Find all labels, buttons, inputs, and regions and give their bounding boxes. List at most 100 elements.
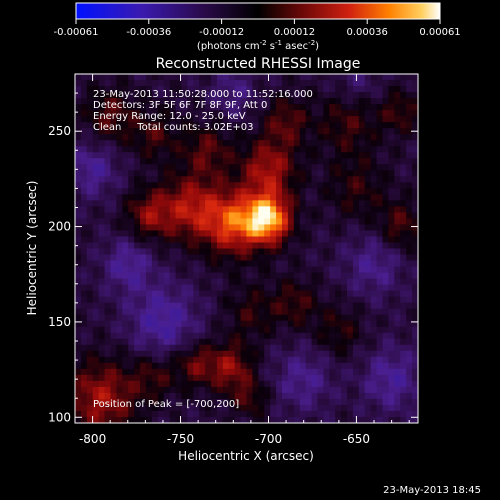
heatmap-cell bbox=[329, 164, 336, 171]
heatmap-cell bbox=[205, 218, 212, 225]
heatmap-cell bbox=[406, 368, 413, 376]
heatmap-cell bbox=[376, 140, 383, 147]
colorbar-ticks: -0.00061 -0.00036 -0.00012 0.00012 0.00036 0.… bbox=[54, 19, 461, 38]
heatmap-cell bbox=[157, 284, 165, 292]
heatmap-cell bbox=[347, 332, 354, 340]
heatmap-cell bbox=[364, 80, 372, 87]
heatmap-cell bbox=[293, 206, 301, 213]
heatmap-cell bbox=[394, 344, 401, 352]
heatmap-cell bbox=[122, 86, 129, 93]
heatmap-cell bbox=[287, 368, 295, 376]
heatmap-cell bbox=[181, 356, 188, 364]
heatmap-cell bbox=[193, 410, 200, 418]
heatmap-cell bbox=[364, 302, 372, 310]
heatmap-cell bbox=[364, 278, 372, 286]
heatmap-cell bbox=[228, 368, 236, 376]
heatmap-cell bbox=[370, 212, 377, 219]
heatmap-cell bbox=[400, 272, 407, 279]
heatmap-cell bbox=[394, 110, 401, 117]
heatmap-cell bbox=[216, 398, 224, 406]
heatmap-cell bbox=[305, 104, 312, 111]
heatmap-cell bbox=[86, 398, 94, 406]
heatmap-cell bbox=[140, 332, 147, 340]
heatmap-cell bbox=[358, 392, 366, 400]
heatmap-cell bbox=[406, 356, 413, 364]
heatmap-cell bbox=[352, 158, 360, 165]
heatmap-cell bbox=[412, 320, 419, 328]
heatmap-cell bbox=[104, 338, 111, 346]
heatmap-cell bbox=[216, 332, 224, 340]
heatmap-cell bbox=[222, 284, 230, 292]
heatmap-cell bbox=[347, 110, 354, 117]
heatmap-cell bbox=[370, 74, 377, 81]
heatmap-cell bbox=[335, 266, 342, 273]
heatmap-cell bbox=[199, 146, 206, 153]
heatmap-cell bbox=[240, 380, 247, 388]
heatmap-cell bbox=[98, 308, 105, 316]
heatmap-cell bbox=[187, 98, 194, 105]
heatmap-cell bbox=[358, 254, 366, 261]
heatmap-cell bbox=[252, 410, 259, 418]
heatmap-cell bbox=[388, 230, 395, 237]
heatmap-cell bbox=[104, 158, 111, 165]
heatmap-cell bbox=[140, 134, 147, 141]
heatmap-cell bbox=[199, 188, 206, 195]
heatmap-cell bbox=[175, 110, 182, 117]
heatmap-cell bbox=[92, 302, 100, 310]
heatmap-cell bbox=[352, 98, 360, 105]
heatmap-cell bbox=[388, 170, 395, 177]
heatmap-cell bbox=[412, 326, 419, 334]
heatmap-cell bbox=[388, 284, 395, 292]
heatmap-cell bbox=[222, 368, 230, 376]
heatmap-cell bbox=[293, 386, 301, 394]
heatmap-cell bbox=[341, 116, 348, 123]
heatmap-cell bbox=[352, 326, 360, 334]
heatmap-cell bbox=[246, 242, 253, 249]
heatmap-cell bbox=[394, 146, 401, 153]
heatmap-cell bbox=[323, 362, 330, 370]
heatmap-cell bbox=[205, 338, 212, 346]
heatmap-cell bbox=[281, 326, 289, 334]
heatmap-cell bbox=[335, 92, 342, 99]
colorbar: -0.00061 -0.00036 -0.00012 0.00012 0.00036 0.… bbox=[54, 2, 461, 52]
heatmap-cell bbox=[175, 158, 182, 165]
heatmap-cell bbox=[293, 278, 301, 286]
heatmap-cell bbox=[335, 134, 342, 141]
heatmap-cell bbox=[329, 104, 336, 111]
heatmap-cell bbox=[358, 182, 366, 189]
heatmap-cell bbox=[140, 350, 147, 358]
heatmap-cell bbox=[104, 194, 111, 201]
heatmap-cell bbox=[400, 332, 407, 340]
heatmap-cell bbox=[400, 296, 407, 304]
heatmap-cell bbox=[293, 320, 301, 328]
heatmap-cell bbox=[75, 164, 82, 171]
heatmap-cell bbox=[388, 200, 395, 207]
heatmap-cell bbox=[145, 320, 153, 328]
heatmap-cell bbox=[246, 302, 253, 310]
heatmap-cell bbox=[234, 92, 241, 99]
heatmap-cell bbox=[317, 362, 324, 370]
heatmap-cell bbox=[270, 392, 277, 400]
heatmap-cell bbox=[347, 158, 354, 165]
heatmap-cell bbox=[181, 260, 188, 267]
heatmap-cell bbox=[234, 332, 241, 340]
heatmap-cell bbox=[317, 188, 324, 195]
heatmap-cell bbox=[175, 104, 182, 111]
heatmap-cell bbox=[287, 242, 295, 249]
heatmap-cell bbox=[258, 200, 265, 207]
heatmap-cell bbox=[110, 290, 117, 298]
heatmap-cell bbox=[400, 212, 407, 219]
heatmap-cell bbox=[335, 104, 342, 111]
heatmap-cell bbox=[211, 74, 218, 81]
heatmap-cell bbox=[80, 272, 88, 279]
heatmap-cell bbox=[258, 110, 265, 117]
heatmap-cell bbox=[86, 392, 94, 400]
heatmap-cell bbox=[299, 362, 307, 370]
heatmap-cell bbox=[128, 230, 135, 237]
heatmap-cell bbox=[80, 410, 88, 418]
heatmap-cell bbox=[98, 206, 105, 213]
heatmap-cell bbox=[151, 182, 159, 189]
heatmap-cell bbox=[75, 86, 82, 93]
heatmap-cell bbox=[110, 230, 117, 237]
heatmap-cell bbox=[364, 404, 372, 412]
